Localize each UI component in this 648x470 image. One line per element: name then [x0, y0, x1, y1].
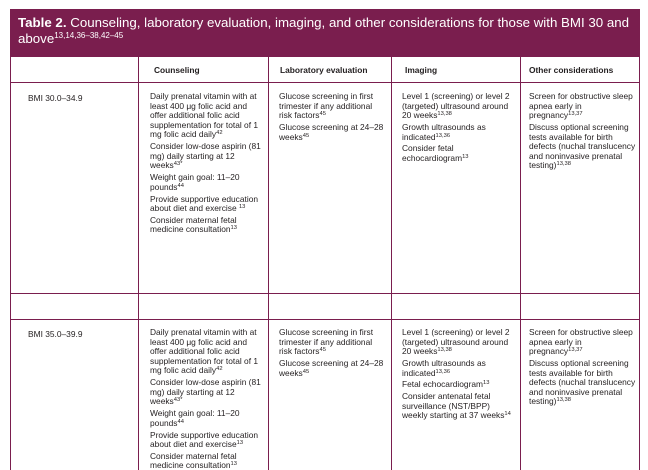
table-title-text: Counseling, laboratory evaluation, imagi… — [18, 15, 630, 46]
other-item: Discuss optional screening tests availab… — [529, 357, 636, 407]
imaging-item: Growth ultrasounds as indicated13,36 — [402, 121, 486, 142]
data-table: Counseling Laboratory evaluation Imaging… — [10, 56, 640, 470]
imaging-item: Consider antenatal fetal surveillance (N… — [402, 391, 511, 421]
lab-item: Glucose screening in first trimester if … — [279, 91, 374, 121]
counseling-item: Consider low-dose aspirin (81 mg) daily … — [150, 141, 261, 171]
counseling-item: Provide supportive education about diet … — [150, 193, 259, 214]
imaging-item: Fetal echocardiogram13 — [402, 379, 490, 390]
other-item: Screen for obstructive sleep apnea early… — [529, 91, 633, 121]
other-item: Screen for obstructive sleep apnea early… — [529, 327, 633, 357]
row2-other: Screen for obstructive sleep apnea early… — [529, 327, 637, 409]
column-header-counseling: Counseling — [154, 65, 200, 75]
row1-other: Screen for obstructive sleep apnea early… — [529, 91, 637, 173]
table-title-refs: 13,14,36–38,42–45 — [54, 31, 124, 40]
lab-item: Glucose screening at 24–28 weeks45 — [279, 357, 384, 378]
row2-laboratory: Glucose screening in first trimester if … — [279, 327, 387, 380]
row-label-bmi-30: BMI 30.0–34.9 — [28, 93, 83, 103]
counseling-item: Provide supportive education about diet … — [150, 429, 259, 450]
row2-imaging: Level 1 (screening) or level 2 (targeted… — [402, 327, 514, 423]
row1-imaging: Level 1 (screening) or level 2 (targeted… — [402, 91, 514, 166]
counseling-item: Consider maternal fetal medicine consult… — [150, 450, 237, 470]
row2-counseling: Daily prenatal vitamin with at least 400… — [150, 327, 262, 470]
counseling-item: Weight gain goal: 11–20 pounds44 — [150, 172, 240, 192]
counseling-item: Weight gain goal: 11–20 pounds44 — [150, 408, 240, 428]
imaging-item: Level 1 (screening) or level 2 (targeted… — [402, 327, 510, 357]
column-header-other: Other considerations — [529, 65, 614, 75]
table-label: Table 2. — [18, 15, 67, 30]
imaging-item: Growth ultrasounds as indicated13,36 — [402, 357, 486, 378]
row1-counseling: Daily prenatal vitamin with at least 400… — [150, 91, 262, 237]
row-label-bmi-35: BMI 35.0–39.9 — [28, 329, 83, 339]
other-item: Discuss optional screening tests availab… — [529, 121, 636, 171]
column-header-imaging: Imaging — [405, 65, 438, 75]
row1-laboratory: Glucose screening in first trimester if … — [279, 91, 387, 144]
imaging-item: Level 1 (screening) or level 2 (targeted… — [402, 91, 510, 121]
lab-item: Glucose screening at 24–28 weeks45 — [279, 121, 384, 142]
lab-item: Glucose screening in first trimester if … — [279, 327, 374, 357]
column-header-laboratory: Laboratory evaluation — [280, 65, 368, 75]
counseling-item: Daily prenatal vitamin with at least 400… — [150, 327, 259, 376]
imaging-item: Consider fetal echocardiogram13 — [402, 143, 469, 163]
table-title: Table 2. Counseling, laboratory evaluati… — [10, 9, 640, 56]
counseling-item: Consider low-dose aspirin (81 mg) daily … — [150, 377, 261, 407]
counseling-item: Consider maternal fetal medicine consult… — [150, 214, 237, 235]
counseling-item: Daily prenatal vitamin with at least 400… — [150, 91, 259, 140]
